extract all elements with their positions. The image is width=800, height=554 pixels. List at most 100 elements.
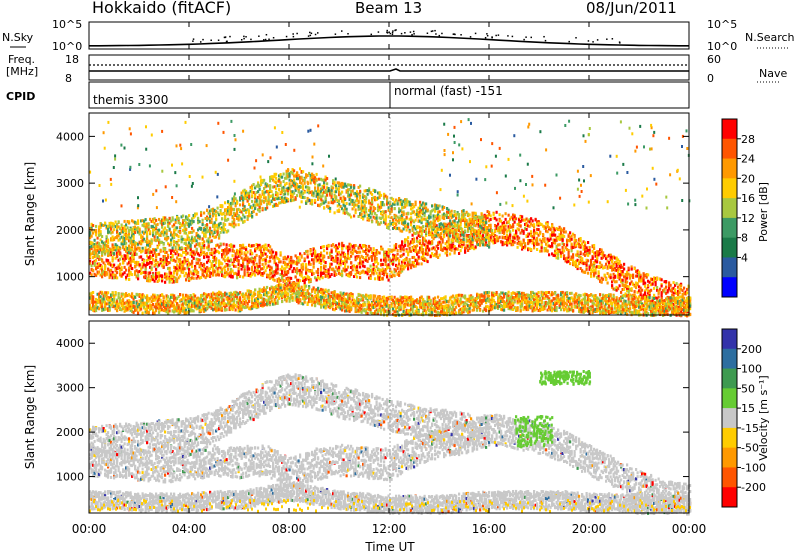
power-cell: [237, 223, 240, 227]
power-cell: [684, 290, 687, 294]
power-cell: [192, 256, 195, 260]
power-cell: [533, 232, 536, 236]
power-cell: [92, 260, 95, 264]
power-cell: [230, 212, 233, 216]
power-cell: [498, 235, 501, 239]
power-cell: [203, 269, 206, 273]
power-cell: [347, 274, 350, 278]
power-cell: [630, 280, 633, 284]
power-cell: [369, 264, 372, 268]
power-cell: [480, 215, 483, 219]
power-cell: [252, 271, 255, 275]
power-cell: [272, 256, 275, 260]
power-cell: [116, 234, 119, 238]
power-cell: [312, 258, 315, 262]
power-cell: [560, 251, 563, 255]
power-cell: [218, 273, 221, 277]
power-cell: [407, 240, 410, 244]
power-cell: [227, 229, 230, 233]
power-cell: [536, 227, 539, 231]
power-cell: [456, 236, 459, 240]
power-cell: [246, 250, 249, 254]
power-cell: [162, 230, 165, 234]
power-cell: [533, 223, 536, 227]
power-cell: [383, 258, 386, 262]
power-cell: [173, 266, 176, 270]
power-cell: [303, 252, 306, 255]
power-cell: [330, 185, 333, 189]
power-cell: [116, 267, 119, 271]
power-cell: [681, 293, 684, 296]
power-cell: [557, 256, 560, 260]
power-cell: [111, 222, 114, 226]
power-cell: [639, 277, 642, 281]
power-cell: [174, 228, 177, 232]
power-cell: [122, 226, 125, 230]
power-cell: [353, 186, 356, 190]
power-cell: [347, 188, 350, 192]
power-cell: [177, 246, 180, 250]
power-cell: [291, 168, 294, 171]
power-cell: [284, 196, 287, 200]
power-cell: [302, 184, 305, 188]
power-cell: [369, 274, 372, 277]
power-cell: [228, 222, 231, 226]
power-cell: [384, 260, 387, 263]
power-cell: [114, 256, 117, 260]
power-cell: [281, 265, 284, 269]
power-cell: [489, 229, 492, 233]
power-cell: [582, 247, 585, 251]
power-cell: [171, 216, 174, 220]
power-cell: [281, 187, 284, 190]
power-cell: [350, 185, 353, 189]
power-cell: [614, 256, 617, 260]
power-cell: [305, 266, 308, 270]
power-cell: [305, 173, 308, 177]
power-cell: [108, 248, 111, 252]
power-cell: [300, 274, 303, 278]
power-cell: [176, 215, 179, 219]
power-cell: [192, 220, 195, 224]
power-cell: [356, 270, 359, 274]
power-cell: [174, 266, 177, 270]
power-cell: [191, 239, 194, 243]
power-cell: [393, 248, 396, 252]
power-cell: [321, 194, 324, 198]
power-cell: [576, 267, 579, 271]
power-cell: [345, 246, 348, 250]
power-cell: [518, 223, 521, 227]
power-cell: [473, 222, 476, 226]
power-cell: [153, 228, 156, 232]
power-cell: [494, 240, 497, 244]
power-cell: [434, 252, 437, 256]
power-cell: [204, 276, 207, 280]
power-cell: [431, 232, 434, 236]
power-cell: [357, 254, 360, 258]
power-cell: [494, 229, 497, 233]
power-cell: [224, 228, 227, 232]
power-cell: [95, 233, 98, 237]
power-cell: [195, 233, 198, 237]
power-cell: [219, 242, 222, 246]
power-cell: [90, 273, 93, 277]
power-cell: [528, 218, 531, 222]
power-cell: [299, 268, 302, 272]
power-cell: [335, 186, 338, 190]
power-cell: [224, 208, 227, 212]
power-cell: [209, 215, 212, 219]
power-cell: [248, 211, 251, 215]
power-cell: [311, 178, 314, 182]
power-cell: [90, 234, 93, 238]
power-cell: [174, 232, 177, 236]
power-cell: [159, 274, 162, 278]
power-cell: [489, 228, 492, 232]
power-cell: [584, 262, 587, 265]
power-cell: [129, 271, 132, 274]
power-cell: [381, 247, 384, 251]
noise-dot: [454, 33, 456, 36]
power-cell: [626, 284, 629, 288]
power-cell: [506, 233, 509, 237]
power-cell: [123, 233, 126, 237]
power-cell: [563, 249, 566, 253]
power-cell: [392, 259, 395, 263]
